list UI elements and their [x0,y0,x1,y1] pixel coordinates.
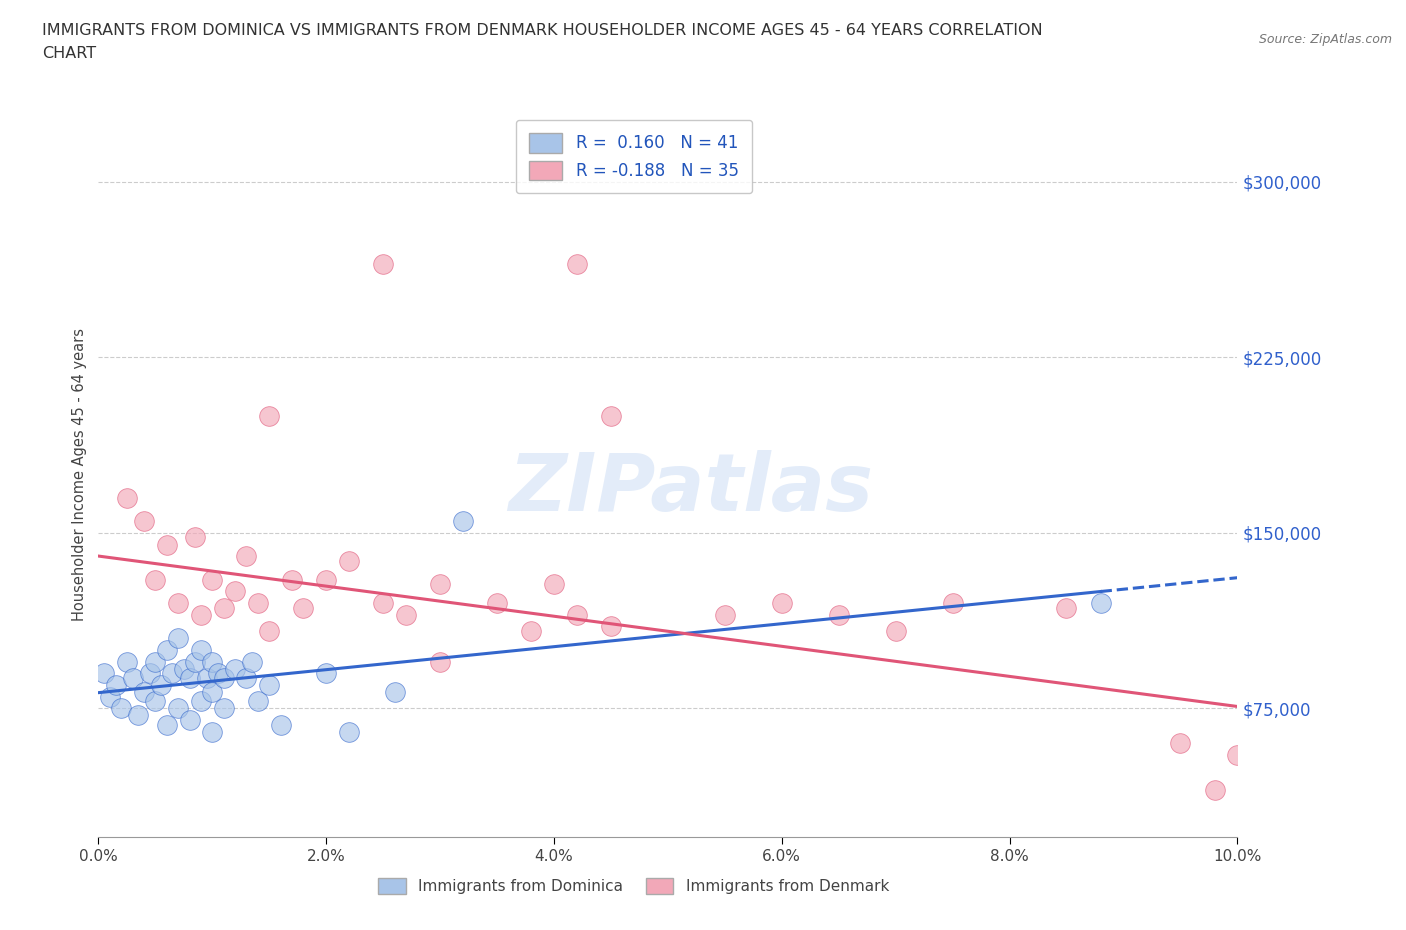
Text: IMMIGRANTS FROM DOMINICA VS IMMIGRANTS FROM DENMARK HOUSEHOLDER INCOME AGES 45 -: IMMIGRANTS FROM DOMINICA VS IMMIGRANTS F… [42,23,1043,38]
Point [195,671,218,685]
Point [1170,736,1192,751]
Point [110,701,132,716]
Point [246,595,269,610]
Point [1226,748,1249,763]
Point [246,694,269,709]
Point [451,513,474,528]
Point [520,624,543,639]
Point [167,595,190,610]
Point [714,607,737,622]
Point [127,708,149,723]
Point [93,666,115,681]
Point [162,666,184,681]
Point [150,677,173,692]
Point [207,666,229,681]
Point [565,257,588,272]
Point [212,671,235,685]
Point [201,724,224,739]
Point [138,666,160,681]
Point [600,619,623,634]
Point [429,577,451,591]
Point [156,537,179,551]
Point [173,661,195,676]
Point [429,654,451,669]
Point [156,717,179,732]
Point [371,595,394,610]
Point [132,513,155,528]
Point [212,701,235,716]
Point [145,572,167,587]
Point [212,600,235,615]
Point [201,684,224,699]
Point [132,684,155,699]
Text: CHART: CHART [42,46,96,61]
Point [942,595,965,610]
Point [259,408,281,423]
Point [224,661,246,676]
Point [770,595,793,610]
Point [395,607,418,622]
Y-axis label: Householder Income Ages 45 - 64 years: Householder Income Ages 45 - 64 years [72,327,87,621]
Point [600,408,623,423]
Point [235,671,257,685]
Point [315,666,337,681]
Point [884,624,907,639]
Point [259,624,281,639]
Point [1090,595,1112,610]
Point [337,724,360,739]
Point [224,584,246,599]
Point [167,701,190,716]
Point [190,694,212,709]
Point [315,572,337,587]
Point [201,572,224,587]
Point [179,712,201,727]
Point [201,654,224,669]
Point [184,654,207,669]
Text: ZIPatlas: ZIPatlas [508,450,873,528]
Point [115,490,138,505]
Point [292,600,315,615]
Point [565,607,588,622]
Point [98,689,121,704]
Point [543,577,565,591]
Point [167,631,190,645]
Point [190,607,212,622]
Point [259,677,281,692]
Point [1204,783,1226,798]
Point [104,677,127,692]
Point [145,694,167,709]
Point [828,607,851,622]
Point [156,643,179,658]
Point [486,595,509,610]
Legend: Immigrants from Dominica, Immigrants from Denmark: Immigrants from Dominica, Immigrants fro… [371,870,897,902]
Point [145,654,167,669]
Point [115,654,138,669]
Point [121,671,143,685]
Point [240,654,263,669]
Point [190,643,212,658]
Point [384,684,406,699]
Text: Source: ZipAtlas.com: Source: ZipAtlas.com [1258,33,1392,46]
Point [1056,600,1078,615]
Point [270,717,292,732]
Point [235,549,257,564]
Point [281,572,304,587]
Point [337,553,360,568]
Point [371,257,394,272]
Point [179,671,201,685]
Point [184,530,207,545]
